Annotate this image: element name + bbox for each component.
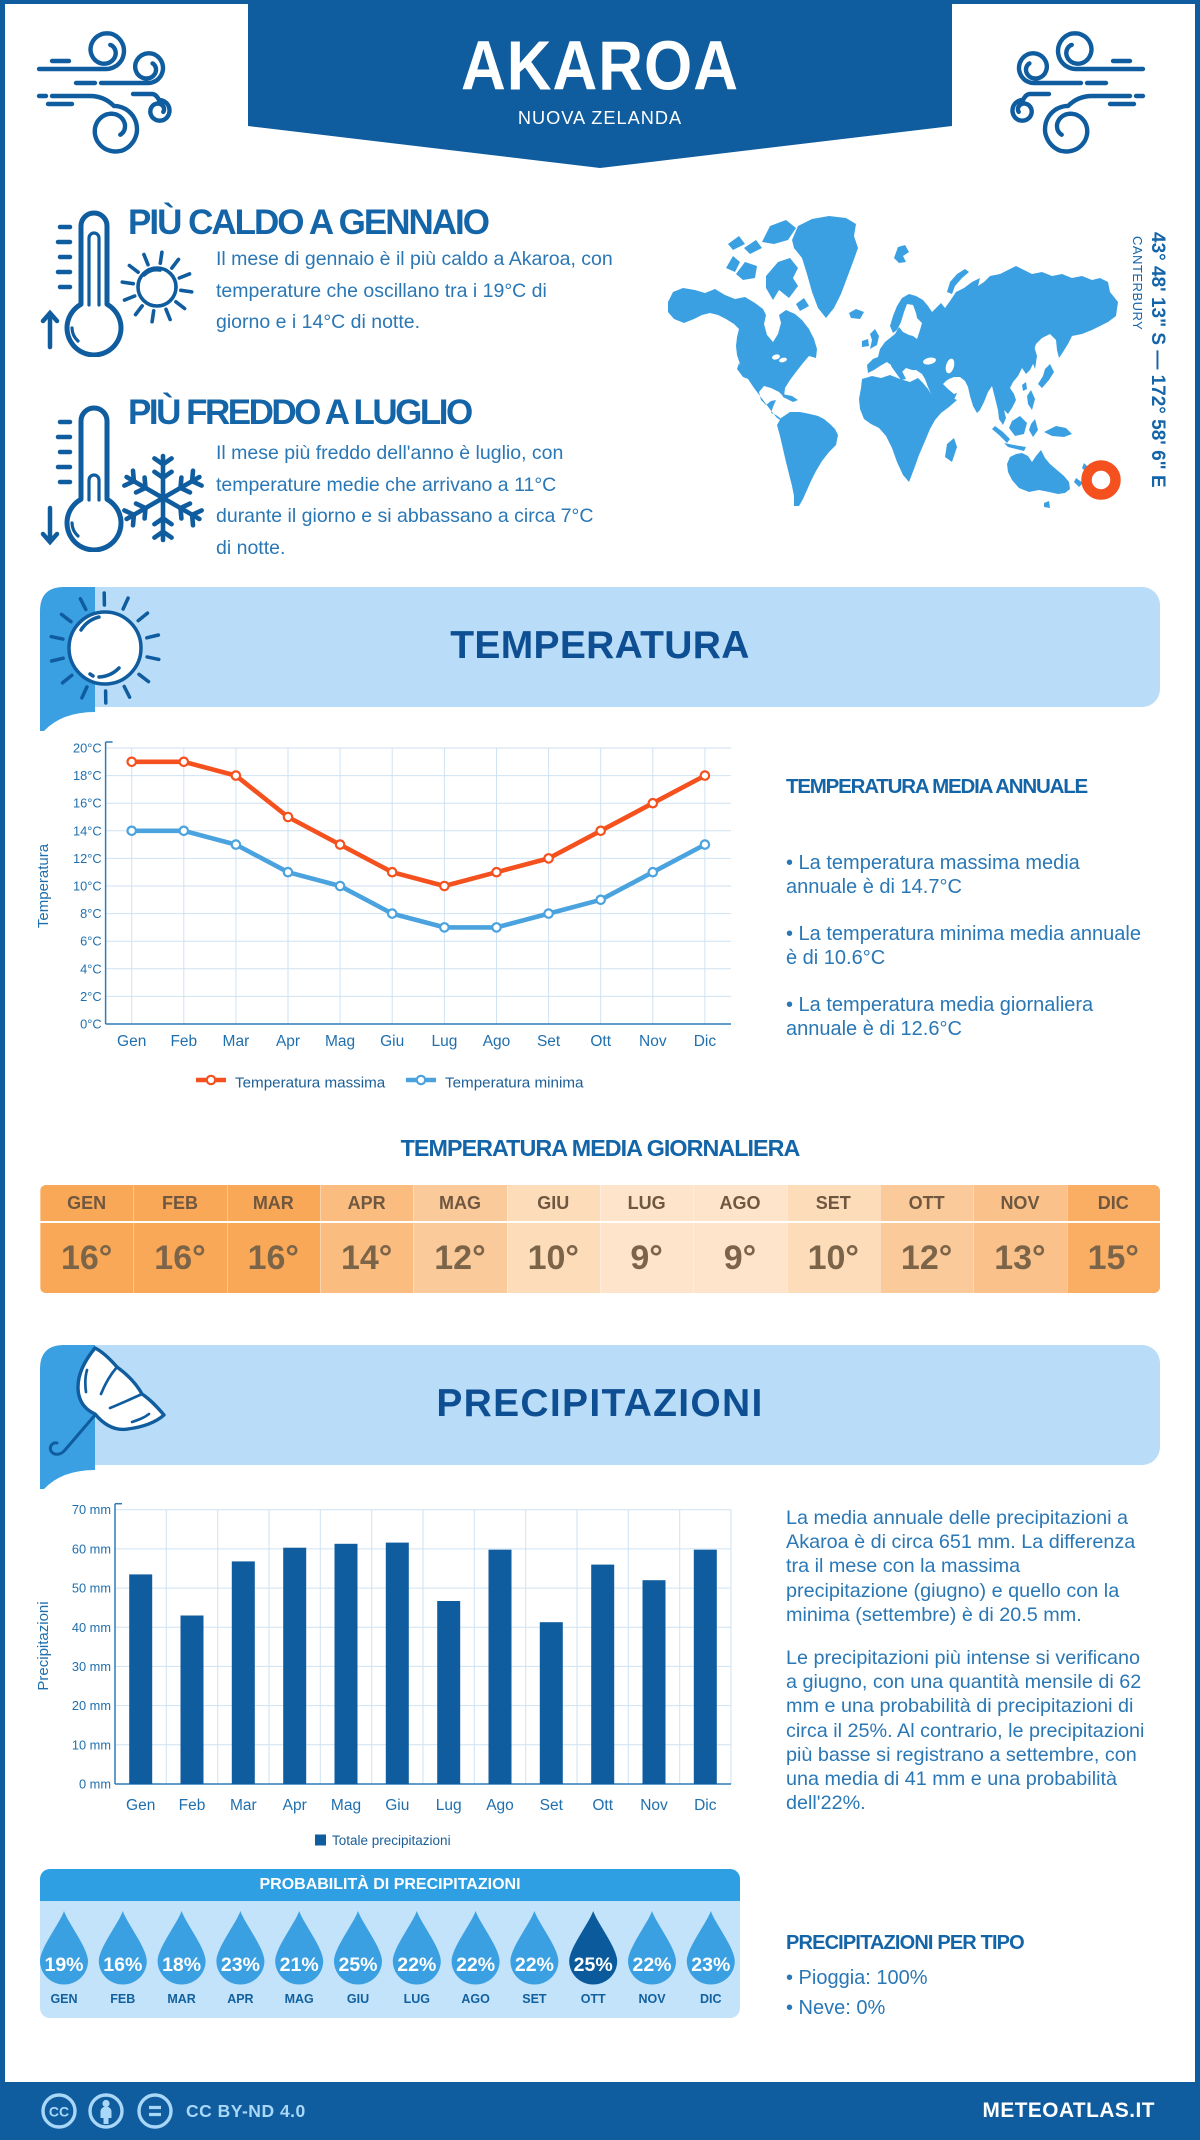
svg-text:MAG: MAG	[285, 1992, 314, 2006]
svg-text:0°C: 0°C	[80, 1017, 101, 1032]
svg-text:Precipitazioni: Precipitazioni	[35, 1601, 52, 1690]
svg-text:50 mm: 50 mm	[72, 1581, 111, 1596]
svg-text:2°C: 2°C	[80, 989, 101, 1004]
svg-text:GEN: GEN	[50, 1992, 77, 2006]
svg-text:Ott: Ott	[590, 1033, 611, 1050]
svg-text:18°C: 18°C	[73, 768, 102, 783]
svg-text:GIU: GIU	[347, 1992, 369, 2006]
svg-text:Temperatura: Temperatura	[35, 843, 52, 928]
svg-text:Nov: Nov	[640, 1797, 668, 1814]
svg-text:Totale precipitazioni: Totale precipitazioni	[332, 1833, 451, 1848]
svg-text:DIC: DIC	[700, 1992, 722, 2006]
svg-text:Gen: Gen	[126, 1797, 155, 1814]
svg-text:Ago: Ago	[486, 1797, 514, 1814]
svg-text:10 mm: 10 mm	[72, 1737, 111, 1752]
svg-text:22%: 22%	[515, 1954, 554, 1976]
svg-text:Giu: Giu	[385, 1797, 409, 1814]
svg-text:30 mm: 30 mm	[72, 1659, 111, 1674]
svg-text:22%: 22%	[397, 1954, 436, 1976]
svg-text:Nov: Nov	[639, 1033, 667, 1050]
svg-text:LUG: LUG	[404, 1992, 430, 2006]
svg-text:Lug: Lug	[431, 1033, 457, 1050]
svg-text:Giu: Giu	[380, 1033, 404, 1050]
svg-text:Set: Set	[537, 1033, 561, 1050]
svg-text:Ago: Ago	[483, 1033, 511, 1050]
svg-text:Feb: Feb	[170, 1033, 197, 1050]
svg-text:Mag: Mag	[331, 1797, 361, 1814]
svg-text:Apr: Apr	[276, 1033, 300, 1050]
svg-text:4°C: 4°C	[80, 961, 101, 976]
svg-text:0 mm: 0 mm	[79, 1777, 111, 1792]
svg-text:16°C: 16°C	[73, 796, 102, 811]
svg-text:Set: Set	[540, 1797, 564, 1814]
svg-text:CC BY-ND 4.0: CC BY-ND 4.0	[186, 2101, 306, 2121]
svg-text:25%: 25%	[574, 1954, 613, 1976]
svg-text:Mag: Mag	[325, 1033, 355, 1050]
svg-text:MAR: MAR	[167, 1992, 195, 2006]
svg-text:60 mm: 60 mm	[72, 1541, 111, 1556]
svg-text:Temperatura minima: Temperatura minima	[445, 1075, 584, 1092]
svg-text:Dic: Dic	[694, 1033, 717, 1050]
svg-text:19%: 19%	[44, 1954, 83, 1976]
svg-text:Temperatura massima: Temperatura massima	[235, 1075, 386, 1092]
svg-text:SET: SET	[522, 1992, 547, 2006]
svg-text:FEB: FEB	[110, 1992, 135, 2006]
svg-text:18%: 18%	[162, 1954, 201, 1976]
svg-text:40 mm: 40 mm	[72, 1620, 111, 1635]
svg-text:23%: 23%	[691, 1954, 730, 1976]
svg-text:Lug: Lug	[436, 1797, 462, 1814]
svg-text:APR: APR	[227, 1992, 253, 2006]
svg-text:OTT: OTT	[581, 1992, 606, 2006]
svg-text:22%: 22%	[456, 1954, 495, 1976]
svg-text:NOV: NOV	[638, 1992, 666, 2006]
svg-text:21%: 21%	[280, 1954, 319, 1976]
svg-text:70 mm: 70 mm	[72, 1502, 111, 1517]
svg-text:8°C: 8°C	[80, 906, 101, 921]
svg-text:6°C: 6°C	[80, 934, 101, 949]
svg-text:22%: 22%	[632, 1954, 671, 1976]
svg-text:CC: CC	[49, 2104, 69, 2120]
svg-text:12°C: 12°C	[73, 851, 102, 866]
svg-text:Gen: Gen	[117, 1033, 146, 1050]
svg-text:10°C: 10°C	[73, 879, 102, 894]
svg-text:Mar: Mar	[230, 1797, 257, 1814]
svg-text:20 mm: 20 mm	[72, 1698, 111, 1713]
svg-text:16%: 16%	[103, 1954, 142, 1976]
svg-text:20°C: 20°C	[73, 741, 102, 756]
svg-text:Dic: Dic	[694, 1797, 717, 1814]
svg-text:14°C: 14°C	[73, 823, 102, 838]
svg-text:23%: 23%	[221, 1954, 260, 1976]
svg-text:Feb: Feb	[179, 1797, 206, 1814]
svg-text:Apr: Apr	[283, 1797, 307, 1814]
svg-text:25%: 25%	[338, 1954, 377, 1976]
svg-text:Ott: Ott	[592, 1797, 613, 1814]
svg-text:AGO: AGO	[461, 1992, 490, 2006]
svg-text:Mar: Mar	[223, 1033, 250, 1050]
